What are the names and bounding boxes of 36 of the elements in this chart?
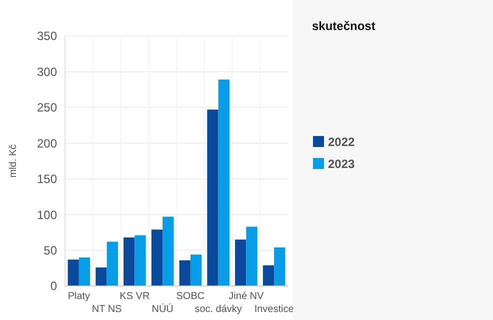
bar [124,237,135,286]
bar [207,110,218,286]
y-tick-label: 100 [36,208,58,222]
bar [68,260,79,286]
y-tick-label: 50 [44,243,58,258]
x-tick-label: SOBC [176,291,205,302]
y-tick-label: 150 [36,172,58,186]
bar [179,260,190,286]
x-tick-label: Jiné NV [228,291,264,302]
bar [151,230,163,286]
x-tick-label: Platy [68,291,90,302]
legend-label: 2022 [328,135,356,149]
x-tick-label: Investice [254,304,294,315]
y-axis-title: mld. Kč [8,144,19,178]
x-tick-label: NT NS [92,304,122,315]
bar [190,254,202,286]
bar [262,265,274,286]
bar [274,247,286,286]
y-tick-label: 350 [36,29,58,44]
bar [162,216,174,286]
y-tick-label: 200 [36,136,58,150]
y-tick-label: 250 [36,100,58,115]
y-tick-label: 300 [36,64,58,79]
legend-title: skutečnost [312,19,376,33]
x-tick-label: KS VR [120,291,150,302]
x-tick-label: NÚÚ [152,303,174,315]
y-tick-label: 0 [50,279,58,294]
bar [96,267,107,286]
bar [78,257,90,286]
x-tick-label: soc. dávky [194,304,242,315]
bar [218,80,230,286]
legend-label: 2023 [328,157,356,171]
bar [235,240,246,286]
bar [134,235,146,286]
bar [246,226,258,286]
bar [106,242,118,286]
